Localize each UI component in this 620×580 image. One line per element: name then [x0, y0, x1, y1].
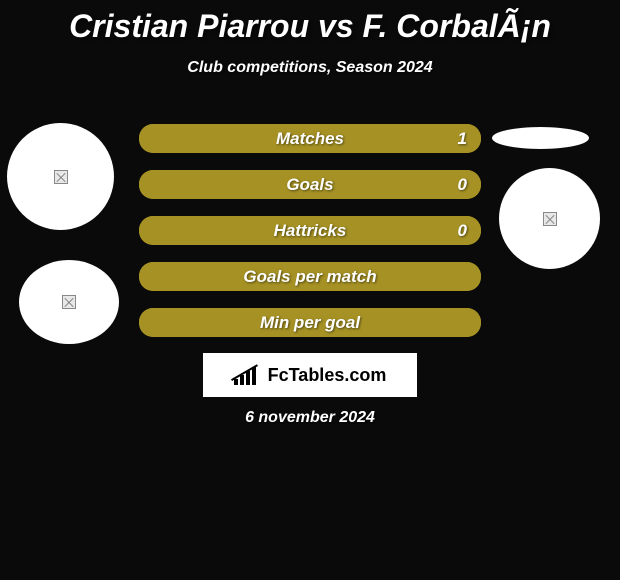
- image-placeholder-icon: [62, 295, 76, 309]
- stat-bar-label: Hattricks: [139, 216, 481, 245]
- stat-bar-label: Goals: [139, 170, 481, 199]
- image-placeholder-icon: [54, 170, 68, 184]
- image-placeholder-icon: [543, 212, 557, 226]
- stat-bar: Min per goal: [139, 308, 481, 337]
- stat-bar-value: 0: [458, 216, 467, 245]
- page-subtitle: Club competitions, Season 2024: [0, 59, 620, 77]
- brand-text: FcTables.com: [268, 365, 387, 386]
- brand-box: FcTables.com: [203, 353, 417, 397]
- stat-bar-label: Min per goal: [139, 308, 481, 337]
- stat-bar-label: Goals per match: [139, 262, 481, 291]
- stats-bars: Matches1Goals0Hattricks0Goals per matchM…: [139, 124, 481, 354]
- page-title: Cristian Piarrou vs F. CorbalÃ¡n: [0, 0, 620, 45]
- stat-bar: Goals per match: [139, 262, 481, 291]
- stat-bar: Goals0: [139, 170, 481, 199]
- stat-bar: Hattricks0: [139, 216, 481, 245]
- player2-avatar-top: [492, 127, 589, 149]
- player1-avatar-large: [7, 123, 114, 230]
- brand-logo-icon: [234, 365, 262, 385]
- stat-bar-label: Matches: [139, 124, 481, 153]
- stat-bar-value: 1: [458, 124, 467, 153]
- stat-bar: Matches1: [139, 124, 481, 153]
- player1-avatar-small: [19, 260, 119, 344]
- stat-bar-value: 0: [458, 170, 467, 199]
- date-label: 6 november 2024: [0, 409, 620, 427]
- player2-avatar-large: [499, 168, 600, 269]
